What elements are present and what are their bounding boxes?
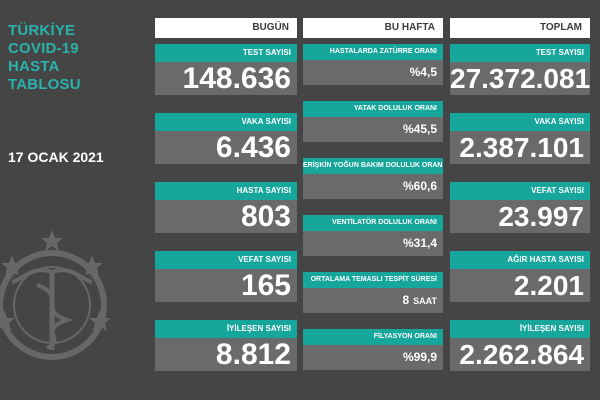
total-card: TEST SAYISI 27.372.081 xyxy=(450,44,590,95)
card-label: İYİLEŞEN SAYISI xyxy=(155,320,297,338)
week-column: BU HAFTA HASTALARDA ZATÜRRE ORANI %4,5 Y… xyxy=(303,18,443,388)
today-card: İYİLEŞEN SAYISI 8.812 xyxy=(155,320,297,371)
card-label: ERİŞKİN YOĞUN BAKIM DOLULUK ORANI xyxy=(303,158,443,174)
title-line: COVID-19 xyxy=(8,40,79,57)
today-card: VEFAT SAYISI 165 xyxy=(155,251,297,302)
card-label: VEFAT SAYISI xyxy=(450,182,590,200)
card-label: TEST SAYISI xyxy=(450,44,590,62)
card-label: YATAK DOLULUK ORANI xyxy=(303,101,443,117)
card-value: 23.997 xyxy=(450,200,590,233)
dashboard-title: TÜRKİYE COVID-19 HASTA TABLOSU xyxy=(8,22,81,94)
card-value: %45,5 xyxy=(303,117,443,142)
card-value: 803 xyxy=(155,200,297,233)
title-line: TABLOSU xyxy=(8,76,81,93)
week-card: ORTALAMA TEMASLI TESPİT SÜRESİ 8 SAAT xyxy=(303,272,443,313)
title-line: TÜRKİYE xyxy=(8,22,76,39)
card-label: İYİLEŞEN SAYISI xyxy=(450,320,590,338)
today-column: BUGÜN TEST SAYISI 148.636 VAKA SAYISI 6.… xyxy=(155,18,297,388)
week-header: BU HAFTA xyxy=(303,18,443,38)
week-card: YATAK DOLULUK ORANI %45,5 xyxy=(303,101,443,142)
card-label: HASTALARDA ZATÜRRE ORANI xyxy=(303,44,443,60)
total-column: TOPLAM TEST SAYISI 27.372.081 VAKA SAYIS… xyxy=(450,18,590,388)
today-header: BUGÜN xyxy=(155,18,297,38)
card-value: 27.372.081 xyxy=(450,62,590,95)
card-value: %60,6 xyxy=(303,174,443,199)
card-value: 8 SAAT xyxy=(303,288,443,313)
card-value: %4,5 xyxy=(303,60,443,85)
card-label: VAKA SAYISI xyxy=(450,113,590,131)
report-date: 17 OCAK 2021 xyxy=(8,149,104,165)
contact-time-value: 8 xyxy=(402,293,410,307)
card-label: FİLYASYON ORANI xyxy=(303,329,443,345)
today-card: TEST SAYISI 148.636 xyxy=(155,44,297,95)
card-value: %31,4 xyxy=(303,231,443,256)
card-value: 148.636 xyxy=(155,62,297,95)
today-card: VAKA SAYISI 6.436 xyxy=(155,113,297,164)
card-value: 2.262.864 xyxy=(450,338,590,371)
card-label: VAKA SAYISI xyxy=(155,113,297,131)
card-value: 165 xyxy=(155,269,297,302)
card-label: AĞIR HASTA SAYISI xyxy=(450,251,590,269)
card-value: 2.201 xyxy=(450,269,590,302)
week-card: ERİŞKİN YOĞUN BAKIM DOLULUK ORANI %60,6 xyxy=(303,158,443,199)
total-header: TOPLAM xyxy=(450,18,590,38)
card-label: ORTALAMA TEMASLI TESPİT SÜRESİ xyxy=(303,272,443,288)
week-card: VENTİLATÖR DOLULUK ORANI %31,4 xyxy=(303,215,443,256)
title-line: HASTA xyxy=(8,58,60,75)
card-label: VEFAT SAYISI xyxy=(155,251,297,269)
card-value: 6.436 xyxy=(155,131,297,164)
card-value: 2.387.101 xyxy=(450,131,590,164)
total-card: İYİLEŞEN SAYISI 2.262.864 xyxy=(450,320,590,371)
total-card: VAKA SAYISI 2.387.101 xyxy=(450,113,590,164)
contact-time-unit: SAAT xyxy=(413,296,437,306)
card-label: HASTA SAYISI xyxy=(155,182,297,200)
card-value: 8.812 xyxy=(155,338,297,371)
total-card: AĞIR HASTA SAYISI 2.201 xyxy=(450,251,590,302)
card-value: %99,9 xyxy=(303,345,443,370)
week-card: FİLYASYON ORANI %99,9 xyxy=(303,329,443,370)
card-label: TEST SAYISI xyxy=(155,44,297,62)
today-card: HASTA SAYISI 803 xyxy=(155,182,297,233)
ministry-emblem-watermark-icon xyxy=(0,230,111,360)
total-card: VEFAT SAYISI 23.997 xyxy=(450,182,590,233)
week-card: HASTALARDA ZATÜRRE ORANI %4,5 xyxy=(303,44,443,85)
card-label: VENTİLATÖR DOLULUK ORANI xyxy=(303,215,443,231)
